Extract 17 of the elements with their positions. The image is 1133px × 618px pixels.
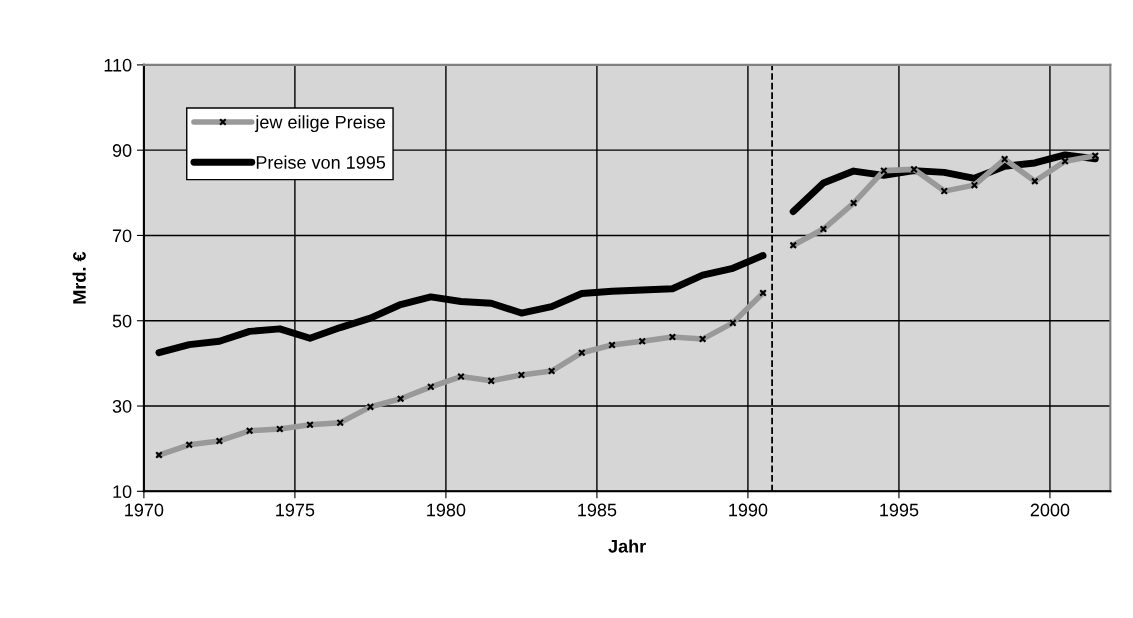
x-tick-label: 1990: [729, 503, 768, 517]
x-tick-label: 2000: [1030, 503, 1070, 517]
y-tick-label: 30: [112, 399, 132, 413]
x-tick-label: 1975: [276, 503, 315, 517]
y-tick-label: 110: [104, 58, 132, 72]
x-tick-label: 1995: [880, 503, 919, 517]
x-tick-label: 1980: [427, 503, 466, 517]
legend-label: Preise von 1995: [256, 155, 386, 169]
y-axis-title: Mrd. €: [72, 251, 86, 304]
legend-label: jew eilige Preise: [254, 115, 386, 133]
y-tick-label: 50: [112, 314, 132, 328]
x-tick-label: 1970: [125, 503, 164, 517]
x-axis-title: Jahr: [608, 539, 646, 553]
y-tick-label: 70: [112, 229, 132, 243]
x-tick-label: 1985: [578, 503, 617, 517]
y-tick-label: 90: [112, 144, 132, 157]
y-tick-label: 10: [113, 485, 132, 499]
